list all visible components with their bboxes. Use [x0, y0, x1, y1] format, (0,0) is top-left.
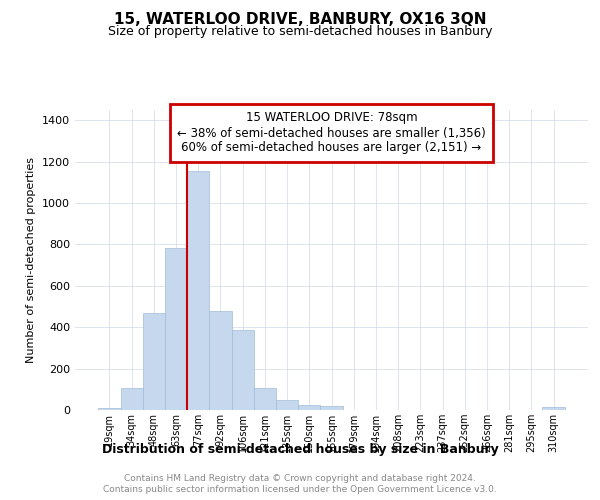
- Bar: [98, 408, 121, 410]
- Text: 15 WATERLOO DRIVE: 78sqm
← 38% of semi-detached houses are smaller (1,356)
60% o: 15 WATERLOO DRIVE: 78sqm ← 38% of semi-d…: [177, 112, 486, 154]
- Y-axis label: Number of semi-detached properties: Number of semi-detached properties: [26, 157, 37, 363]
- Text: Size of property relative to semi-detached houses in Banbury: Size of property relative to semi-detach…: [108, 25, 492, 38]
- Bar: [165, 248, 187, 410]
- Bar: [320, 406, 343, 410]
- Bar: [298, 405, 320, 410]
- Bar: [232, 330, 254, 410]
- Text: Contains public sector information licensed under the Open Government Licence v3: Contains public sector information licen…: [103, 485, 497, 494]
- Bar: [254, 388, 276, 410]
- Bar: [187, 171, 209, 410]
- Bar: [121, 388, 143, 410]
- Text: 15, WATERLOO DRIVE, BANBURY, OX16 3QN: 15, WATERLOO DRIVE, BANBURY, OX16 3QN: [114, 12, 486, 28]
- Bar: [276, 400, 298, 410]
- Bar: [542, 407, 565, 410]
- Text: Distribution of semi-detached houses by size in Banbury: Distribution of semi-detached houses by …: [101, 442, 499, 456]
- Text: Contains HM Land Registry data © Crown copyright and database right 2024.: Contains HM Land Registry data © Crown c…: [124, 474, 476, 483]
- Bar: [209, 310, 232, 410]
- Bar: [143, 313, 165, 410]
